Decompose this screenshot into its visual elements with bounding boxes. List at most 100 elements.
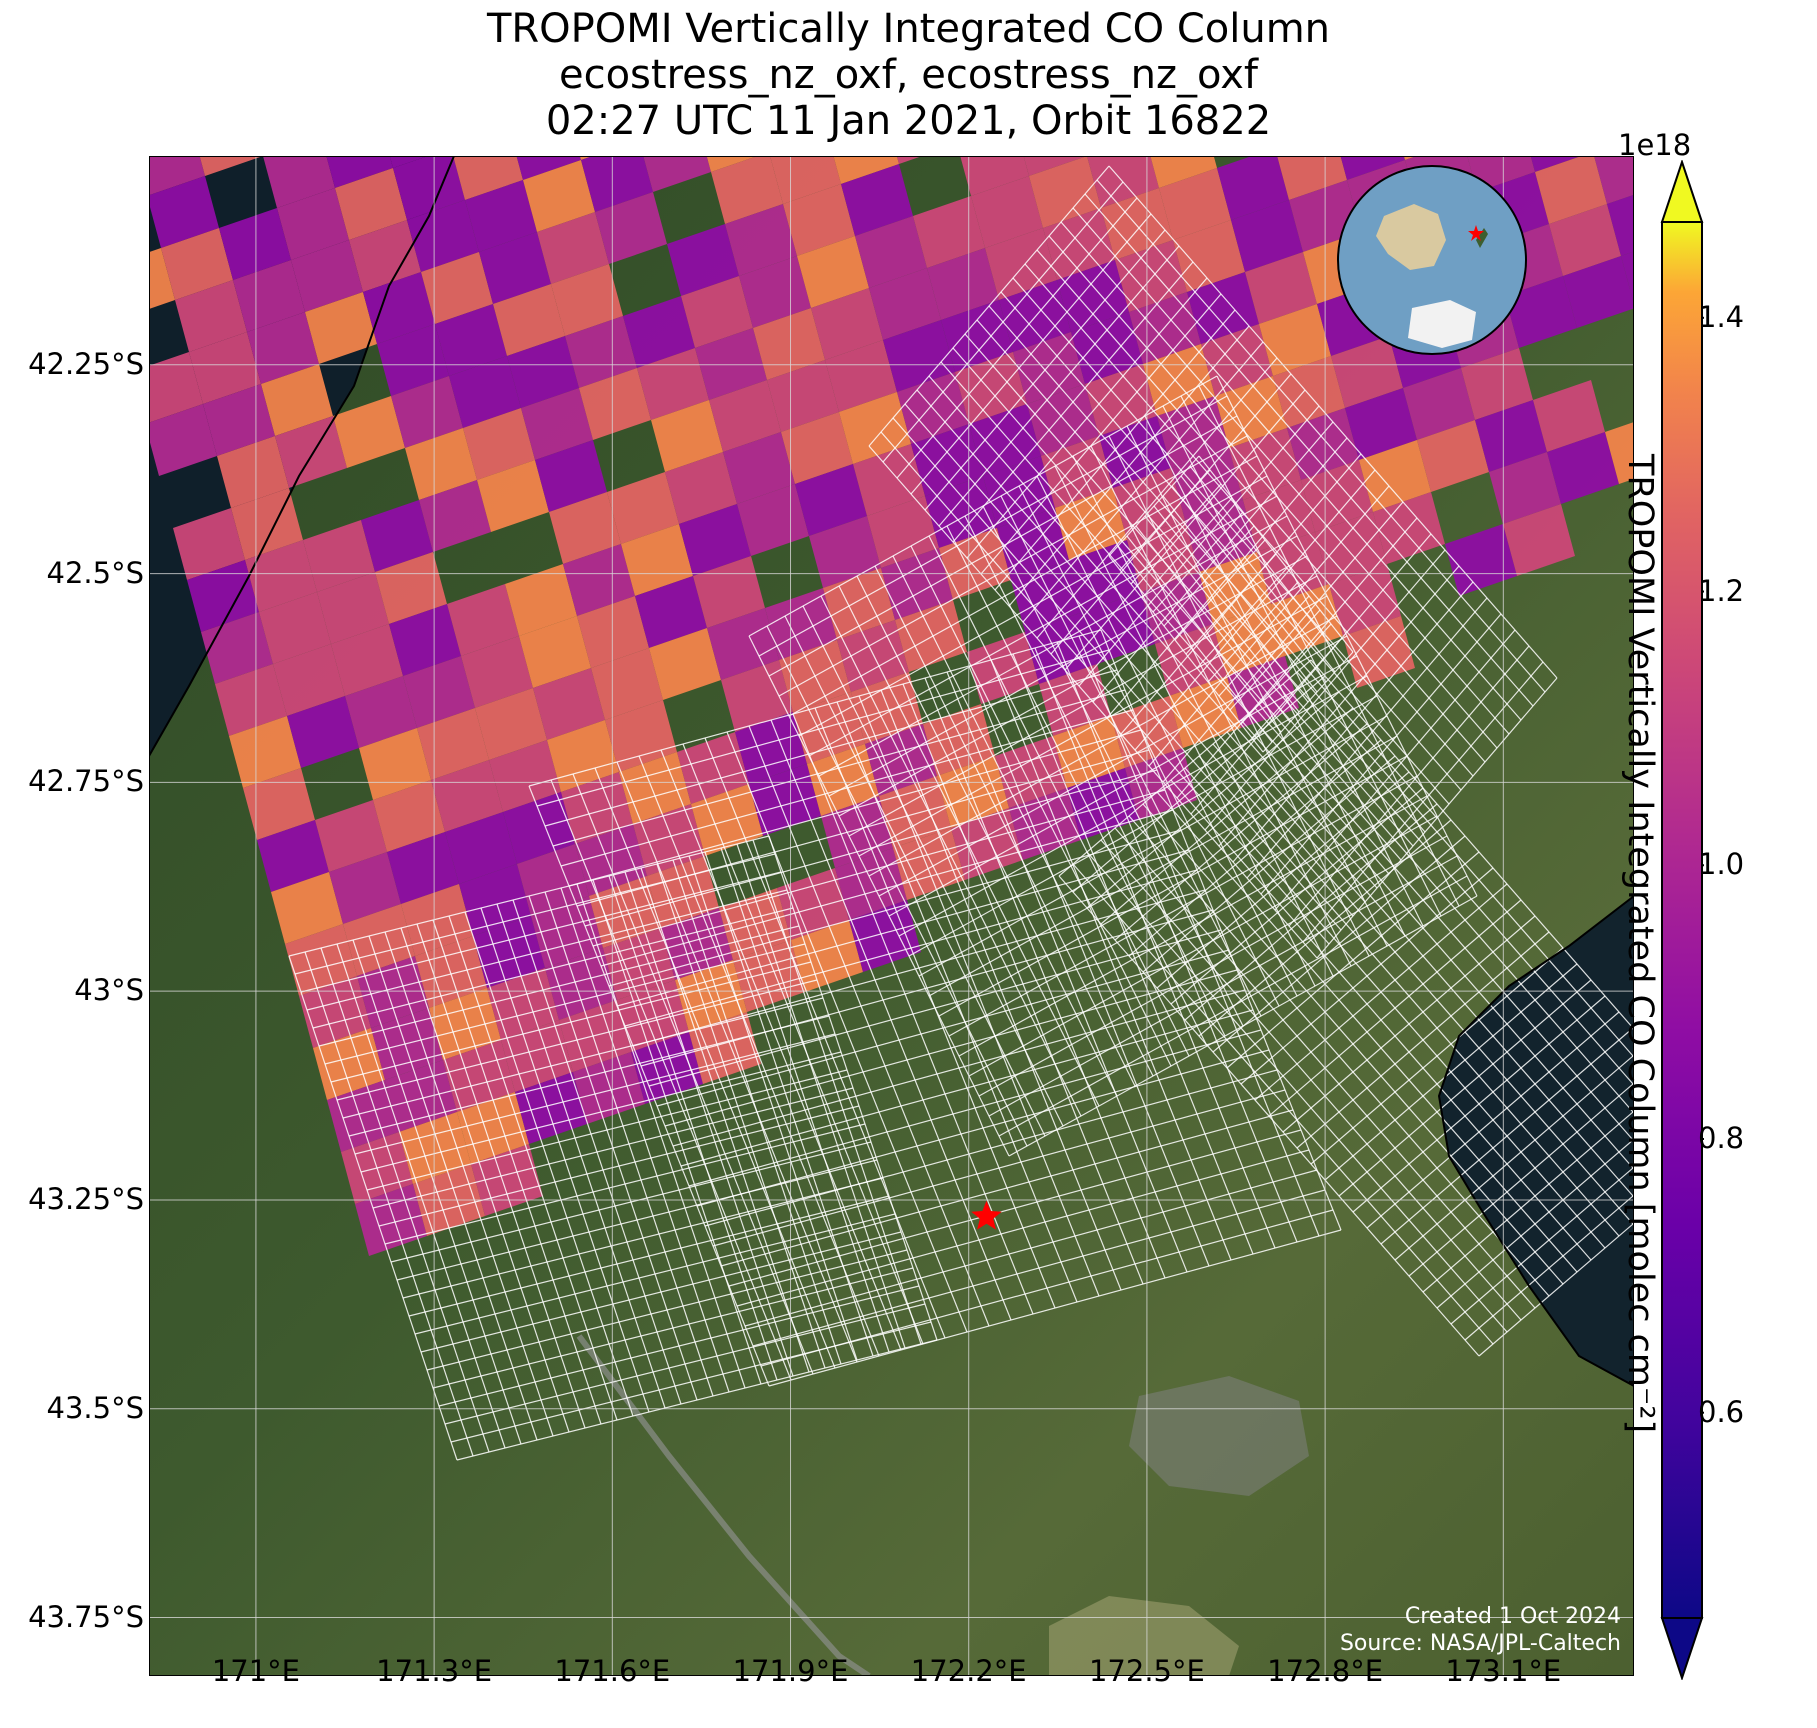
site-marker-icon	[971, 1200, 1002, 1230]
tropomi-pixel	[1159, 168, 1231, 240]
lat-tick-label: 43°S	[74, 973, 144, 1008]
inset-globe	[1337, 165, 1527, 355]
tropomi-pixel	[547, 720, 619, 792]
lat-tick-label: 42.25°S	[28, 346, 144, 381]
tropomi-pixel	[1331, 336, 1403, 408]
tropomi-pixel	[1503, 504, 1575, 576]
tropomi-pixel	[1359, 440, 1431, 512]
tropomi-pixel	[187, 560, 259, 632]
colorbar-tick-label: 1.2	[1698, 573, 1745, 608]
tropomi-pixel	[377, 324, 449, 396]
colorbar-exponent: 1e18	[1618, 128, 1692, 162]
tropomi-pixel	[387, 832, 459, 904]
tropomi-pixel	[1150, 156, 1217, 188]
tropomi-pixel	[273, 644, 345, 716]
tropomi-pixel	[1245, 252, 1317, 324]
tropomi-pixel	[1533, 380, 1605, 452]
tropomi-pixel	[477, 460, 549, 532]
tropomi-pixel	[329, 852, 401, 924]
tropomi-pixel	[967, 632, 1039, 704]
tropomi-pixel	[1083, 592, 1155, 664]
tropomi-pixel	[1069, 540, 1141, 612]
tropomi-pixel	[215, 664, 287, 736]
tropomi-pixel	[1141, 572, 1213, 644]
tropomi-pixel	[667, 224, 739, 296]
tropomi-pixel	[1287, 408, 1359, 480]
tropomi-pixel	[549, 492, 621, 564]
tropomi-pixel	[911, 424, 983, 496]
tropomi-pixel	[739, 256, 811, 328]
tropomi-pixel	[665, 452, 737, 524]
lon-tick-label: 172.2°E	[910, 1654, 1027, 1688]
tropomi-pixel	[229, 716, 301, 788]
tropomi-pixel	[1345, 388, 1417, 460]
tropomi-pixel	[233, 260, 305, 332]
tropomi-pixel	[417, 708, 489, 780]
tropomi-pixel	[1201, 324, 1273, 396]
tropomi-pixel	[770, 156, 841, 204]
map-plot	[149, 156, 1634, 1676]
tropomi-pixel	[695, 328, 767, 400]
tropomi-pixel	[415, 936, 487, 1008]
tropomi-pixel	[1505, 276, 1577, 348]
tropomi-pixel	[1547, 432, 1619, 504]
tropomi-pixel	[1563, 256, 1634, 328]
colorbar-tick-label: 0.8	[1698, 1120, 1745, 1155]
colorbar-extend-bottom	[1660, 1617, 1704, 1680]
tropomi-pixel	[199, 156, 263, 176]
tropomi-pixel	[1173, 220, 1245, 292]
tropomi-pixel	[1594, 156, 1634, 204]
tropomi-pixel	[825, 340, 897, 412]
tropomi-pixel	[1067, 768, 1139, 840]
tropomi-pixel	[1445, 524, 1517, 596]
tropomi-pixel	[257, 820, 329, 892]
tropomi-pixel	[285, 924, 357, 996]
tropomi-pixel	[595, 192, 667, 264]
tropomi-pixel	[453, 156, 523, 200]
tropomi-pixel	[575, 824, 647, 896]
tropomi-pixel	[533, 668, 605, 740]
tropomi-pixel	[473, 916, 545, 988]
tropomi-pixel	[811, 288, 883, 360]
lon-tick-label: 173.1°E	[1445, 1654, 1562, 1688]
tropomi-pixel	[149, 176, 219, 248]
tropomi-pixel	[579, 368, 651, 440]
tropomi-pixel	[287, 696, 359, 768]
tropomi-pixel	[443, 1040, 515, 1112]
tropomi-pixel	[927, 248, 999, 320]
tropomi-pixel	[263, 156, 335, 208]
tropomi-pixel	[837, 620, 909, 692]
antarctica-shape	[1408, 300, 1476, 348]
tropomi-pixels	[149, 156, 1634, 1256]
tropomi-pixel	[1187, 272, 1259, 344]
tropomi-pixel	[373, 780, 445, 852]
tropomi-pixel	[461, 636, 533, 708]
tropomi-pixel	[706, 156, 758, 172]
ecostress-scene	[1108, 455, 1354, 753]
tropomi-pixel	[619, 752, 691, 824]
lon-tick-label: 171.3°E	[376, 1654, 493, 1688]
tropomi-pixel	[1403, 368, 1475, 440]
tropomi-pixel	[603, 928, 675, 1000]
tropomi-pixel	[516, 156, 581, 180]
tropomi-pixel	[537, 212, 609, 284]
tropomi-pixel	[1475, 400, 1547, 472]
tropomi-pixel	[361, 500, 433, 572]
tropomi-pixel	[607, 472, 679, 544]
tropomi-pixel	[331, 624, 403, 696]
tropomi-pixel	[1315, 512, 1387, 584]
tropomi-pixel	[245, 540, 317, 612]
tropomi-pixel	[349, 220, 421, 292]
tropomi-pixel	[1621, 251, 1634, 305]
tropomi-pixel	[299, 976, 371, 1048]
lon-tick-label: 172.8°E	[1267, 1654, 1384, 1688]
tropomi-pixel	[767, 360, 839, 432]
tropomi-pixel	[519, 616, 591, 688]
city-area	[1129, 1376, 1309, 1496]
tropomi-pixel	[753, 308, 825, 380]
tropomi-pixel	[711, 156, 783, 224]
tropomi-pixel	[855, 216, 927, 288]
colorbar-tick-label: 1.4	[1698, 299, 1745, 334]
tropomi-pixel	[149, 156, 205, 196]
tropomi-pixel	[923, 704, 995, 776]
